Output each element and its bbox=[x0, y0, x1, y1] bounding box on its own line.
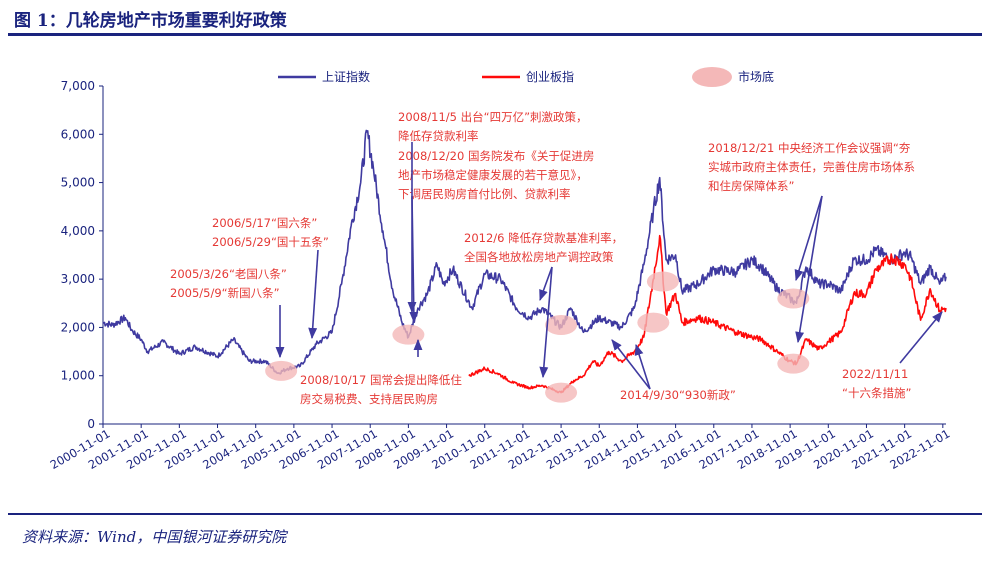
legend-bottom-swatch bbox=[692, 67, 732, 87]
figure-title: 图 1：几轮房地产市场重要利好政策 bbox=[14, 11, 287, 31]
market-bottom-marker bbox=[646, 271, 679, 292]
market-bottom-marker bbox=[777, 288, 810, 309]
source-note: 资料来源：Wind，中国银河证券研究院 bbox=[22, 528, 287, 546]
annotation-text: 2012/6 降低存贷款基准利率， bbox=[464, 231, 623, 245]
annotation-arrow bbox=[409, 195, 419, 324]
legend-bottom-label: 市场底 bbox=[738, 69, 774, 84]
market-bottom-marker bbox=[545, 382, 578, 403]
annotation-text: 房交易税费、支持居民购房 bbox=[300, 392, 438, 406]
market-bottom-marker bbox=[777, 353, 810, 374]
annotation-text: 和住房保障体系” bbox=[708, 179, 794, 193]
annotation-text: 2018/12/21 中央经济工作会议强调“夯 bbox=[708, 141, 911, 155]
annotation-arrow bbox=[795, 195, 823, 344]
legend: 上证指数 创业板指 市场底 bbox=[278, 67, 774, 87]
annotation-arrow bbox=[899, 311, 943, 364]
annotation-arrow bbox=[794, 195, 823, 282]
top-rule bbox=[8, 33, 982, 36]
y-tick-label: 1,000 bbox=[61, 369, 95, 383]
market-bottom-marker bbox=[392, 324, 425, 345]
y-tick-label: 4,000 bbox=[61, 224, 95, 238]
y-tick-label: 2,000 bbox=[61, 320, 95, 334]
y-tick-label: 6,000 bbox=[61, 127, 95, 141]
y-tick-label: 0 bbox=[87, 417, 95, 431]
annotation-text: 2006/5/17“国六条” bbox=[212, 216, 317, 230]
annotation-text: 地产市场稳定健康发展的若干意见》， bbox=[398, 168, 588, 182]
annotation-text: 2014/9/30“930新政” bbox=[620, 388, 736, 402]
legend-chinext-label: 创业板指 bbox=[526, 69, 574, 84]
annotation-text: 实城市政府主体责任，完善住房市场体系 bbox=[708, 160, 915, 174]
annotation-text: 降低存贷款利率 bbox=[398, 129, 479, 143]
annotation-arrow bbox=[308, 249, 319, 340]
annotation-arrow bbox=[539, 266, 553, 302]
market-bottom-marker bbox=[637, 312, 670, 333]
market-bottom-marker bbox=[545, 315, 578, 336]
annotation-text: 2005/5/9“新国八条” bbox=[170, 286, 280, 300]
annotation-text: 2008/10/17 国常会提出降低住 bbox=[300, 373, 462, 387]
annotation-arrow bbox=[539, 266, 553, 379]
y-tick-label: 3,000 bbox=[61, 272, 95, 286]
annotation-text: 2006/5/29“国十五条” bbox=[212, 235, 329, 249]
annotation-arrow bbox=[634, 343, 651, 390]
y-tick-label: 5,000 bbox=[61, 176, 95, 190]
line-chart: 01,0002,0003,0004,0005,0006,0007,0002000… bbox=[48, 67, 952, 472]
annotation-text: 2008/12/20 国务院发布《关于促进房 bbox=[398, 149, 594, 163]
market-bottom-marker bbox=[265, 360, 298, 381]
annotation-text: 2008/11/5 出台“四万亿”刺激政策， bbox=[398, 110, 588, 124]
annotation-text: 2005/3/26“老国八条” bbox=[170, 267, 287, 281]
annotation-text: 全国各地放松房地产调控政策 bbox=[464, 250, 614, 264]
annotation-text: “十六条措施” bbox=[842, 386, 911, 400]
annotation-text: 2022/11/11 bbox=[842, 367, 908, 381]
annotation-text: 下调居民购房首付比例、贷款利率 bbox=[398, 187, 571, 201]
y-tick-label: 7,000 bbox=[61, 79, 95, 93]
legend-sse-label: 上证指数 bbox=[322, 69, 370, 84]
bottom-rule bbox=[8, 513, 982, 515]
series-sse-line bbox=[102, 129, 947, 375]
annotation-arrow bbox=[611, 339, 651, 390]
annotation-layer: 2005/3/26“老国八条” 2005/5/9“新国八条” 2006/5/17“国… bbox=[170, 110, 943, 406]
